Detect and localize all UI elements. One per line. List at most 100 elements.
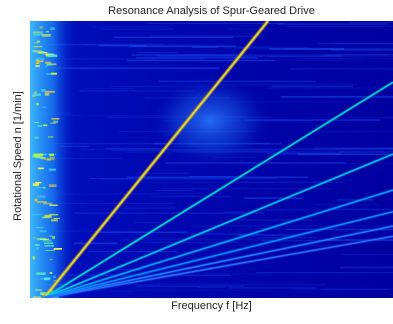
band-spot — [49, 272, 53, 274]
band-spot — [49, 204, 58, 206]
band-spot — [40, 278, 50, 280]
speckle-row — [349, 117, 393, 119]
speckle-row — [47, 157, 123, 159]
band-spot — [42, 34, 51, 37]
speckle-row — [203, 273, 274, 275]
speckle-row — [88, 251, 178, 253]
chart-title: Resonance Analysis of Spur-Geared Drive — [108, 5, 315, 17]
speckle-row — [277, 23, 388, 25]
band-spot — [34, 136, 39, 139]
speckle-row — [137, 52, 178, 54]
speckle-row — [338, 151, 393, 153]
speckle-row — [191, 233, 260, 235]
band-spot — [35, 227, 44, 229]
band-spot — [32, 95, 36, 97]
speckle-row — [224, 211, 253, 213]
speckle-row — [261, 239, 337, 242]
speckle-row — [141, 181, 334, 183]
band-spot — [46, 31, 49, 33]
band-spot — [36, 102, 39, 106]
speckle-row — [131, 54, 238, 56]
speckle-row — [321, 289, 388, 290]
band-spot — [52, 236, 55, 239]
speckle-row — [136, 57, 258, 59]
band-spot — [36, 272, 46, 275]
band-spot — [35, 289, 42, 291]
speckle-row — [98, 44, 146, 47]
band-spot — [39, 26, 43, 29]
speckle-row — [312, 148, 355, 150]
speckle-row — [175, 54, 387, 56]
band-spot — [35, 62, 40, 64]
speckle-row — [349, 22, 393, 23]
band-spot — [37, 195, 46, 198]
band-spot — [36, 201, 47, 203]
speckle-row — [52, 44, 110, 45]
band-spot — [43, 202, 53, 205]
speckle-row — [339, 266, 393, 269]
speckle-row — [323, 54, 393, 56]
order-line-1 — [43, 21, 269, 298]
speckle-row — [73, 212, 265, 214]
speckle-row — [116, 269, 142, 271]
band-spot — [49, 153, 54, 156]
speckle-row — [105, 148, 171, 150]
speckle-row — [296, 58, 393, 59]
band-spot — [32, 256, 35, 260]
speckle-row — [121, 207, 176, 209]
speckle-row — [55, 203, 175, 204]
speckle-row — [189, 176, 245, 177]
y-axis-label: Rotational Speed n [1/min] — [12, 91, 24, 221]
band-spot — [49, 235, 53, 237]
speckle-row — [271, 85, 353, 88]
speckle-row — [315, 130, 393, 133]
band-spot — [46, 158, 51, 161]
speckle-row — [205, 151, 361, 153]
speckle-row — [83, 44, 201, 46]
order-line-7 — [43, 235, 393, 298]
band-spot — [45, 249, 55, 251]
speckle-row — [345, 148, 393, 150]
band-spot — [36, 247, 39, 250]
speckle-row — [285, 228, 393, 230]
band-spot — [50, 27, 55, 30]
band-spot — [53, 248, 63, 250]
band-spot — [40, 157, 46, 160]
speckle-row — [214, 83, 357, 85]
speckle-row — [328, 239, 393, 241]
speckle-row — [88, 291, 133, 292]
speckle-row — [144, 232, 224, 234]
speckle-row — [239, 181, 346, 184]
speckle-row — [36, 43, 165, 46]
band-spot — [37, 167, 44, 170]
band-spot — [36, 40, 41, 43]
band-spot — [32, 31, 43, 34]
speckle-row — [261, 209, 284, 211]
speckle-row — [161, 188, 333, 190]
speckle-row — [332, 229, 393, 232]
speckle-row — [266, 152, 342, 155]
band-spot — [52, 295, 59, 298]
speckle-row — [81, 149, 198, 151]
speckle-row — [237, 234, 296, 237]
speckle-row — [325, 163, 393, 164]
speckle-row — [315, 147, 393, 149]
speckle-row — [176, 46, 273, 48]
order-lines — [42, 21, 393, 298]
speckle-row — [280, 95, 393, 98]
speckle-row — [245, 119, 381, 121]
speckle-row — [157, 55, 343, 57]
speckle-row — [84, 88, 134, 89]
band-spot — [35, 65, 40, 67]
speckle-row — [198, 286, 226, 288]
speckle-row — [34, 58, 204, 60]
band-spot — [53, 275, 56, 279]
speckle-row — [126, 176, 309, 178]
speckle-row — [268, 56, 393, 57]
band-spot — [36, 57, 45, 61]
band-spot — [33, 237, 36, 239]
speckle-row — [275, 59, 366, 61]
band-spot — [32, 183, 39, 186]
speckle-row — [341, 253, 393, 255]
band-spot — [49, 54, 56, 57]
